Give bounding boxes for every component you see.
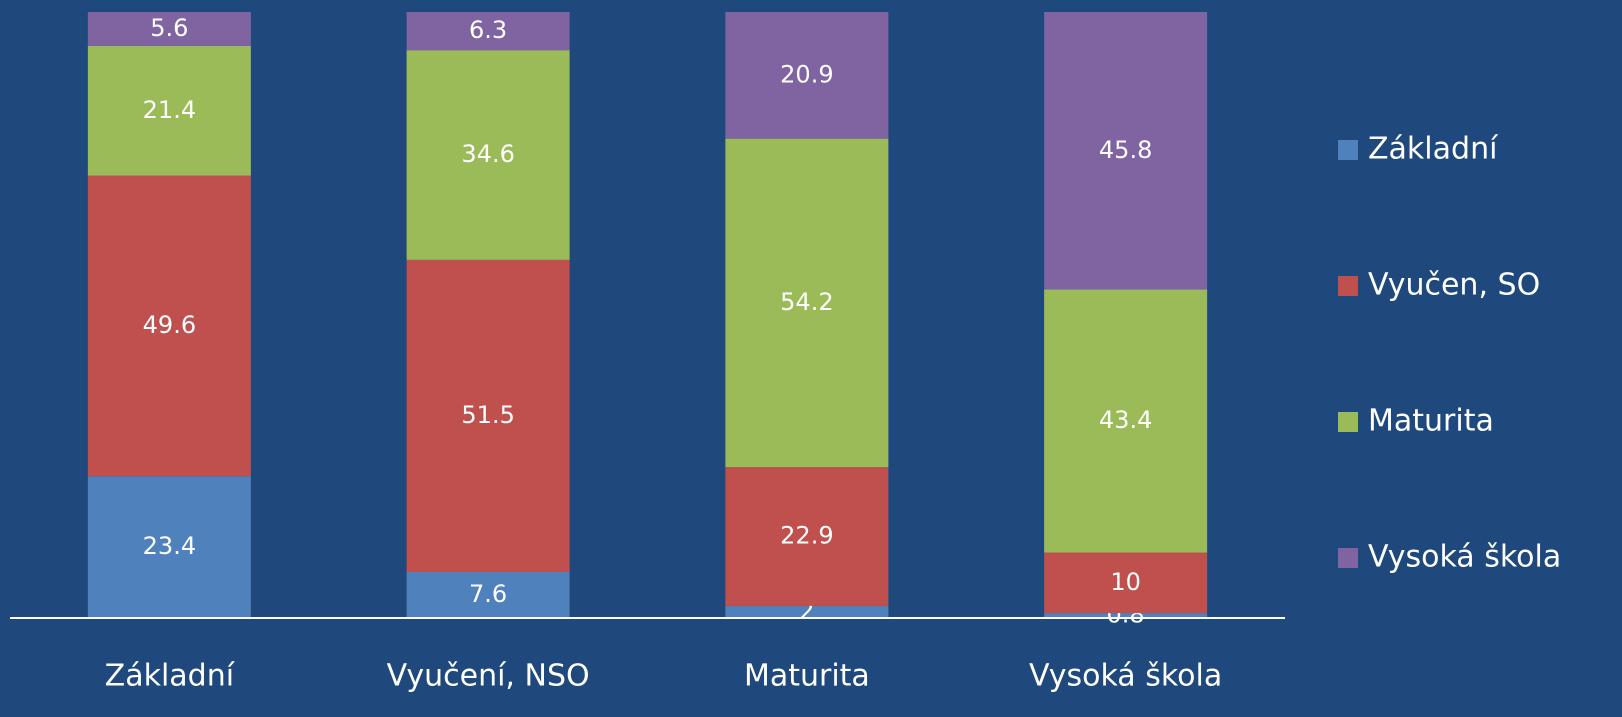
data-label: 7.6 <box>469 580 507 608</box>
x-tick-label: Vysoká škola <box>1029 659 1222 694</box>
bar-segment <box>725 138 889 468</box>
legend-swatch <box>1338 548 1358 568</box>
data-label: 10 <box>1110 568 1141 596</box>
data-label: 51.5 <box>461 401 514 429</box>
bar-segment <box>406 50 570 260</box>
bar-segment <box>406 259 570 572</box>
bar-segment <box>87 45 251 176</box>
data-label: 43.4 <box>1099 406 1152 434</box>
legend-swatch <box>1338 412 1358 432</box>
data-label: 5.6 <box>150 14 188 42</box>
legend-label: Základní <box>1368 132 1499 167</box>
data-label: 23.4 <box>143 532 196 560</box>
data-label: 49.6 <box>143 311 196 339</box>
legend-swatch <box>1338 140 1358 160</box>
legend-swatch <box>1338 276 1358 296</box>
bar-segment <box>725 12 889 139</box>
x-tick-label: Maturita <box>744 659 870 694</box>
x-tick-label: Základní <box>105 659 236 694</box>
legend-label: Maturita <box>1368 404 1494 439</box>
bar-segment <box>87 175 251 477</box>
bar-segment <box>1044 12 1208 290</box>
bar-segment <box>406 571 570 618</box>
bar-segment <box>406 12 570 51</box>
data-label: 45.8 <box>1099 136 1152 164</box>
data-label: 22.9 <box>780 521 833 549</box>
bar-segment <box>1044 289 1208 553</box>
bar-segment <box>1044 613 1208 618</box>
data-label: 20.9 <box>780 60 833 88</box>
bar-segment <box>87 476 251 618</box>
bar-segment <box>87 12 251 46</box>
x-tick-label: Vyučení, NSO <box>387 659 590 694</box>
data-label: 21.4 <box>143 96 196 124</box>
legend-label: Vysoká škola <box>1368 540 1561 575</box>
bar-segment <box>725 605 889 618</box>
bar-segment <box>1044 552 1208 614</box>
bar-segment <box>725 467 889 606</box>
legend-label: Vyučen, SO <box>1368 268 1540 303</box>
data-label: 6.3 <box>469 16 507 44</box>
data-label: 54.2 <box>780 288 833 316</box>
data-label: 34.6 <box>461 140 514 168</box>
